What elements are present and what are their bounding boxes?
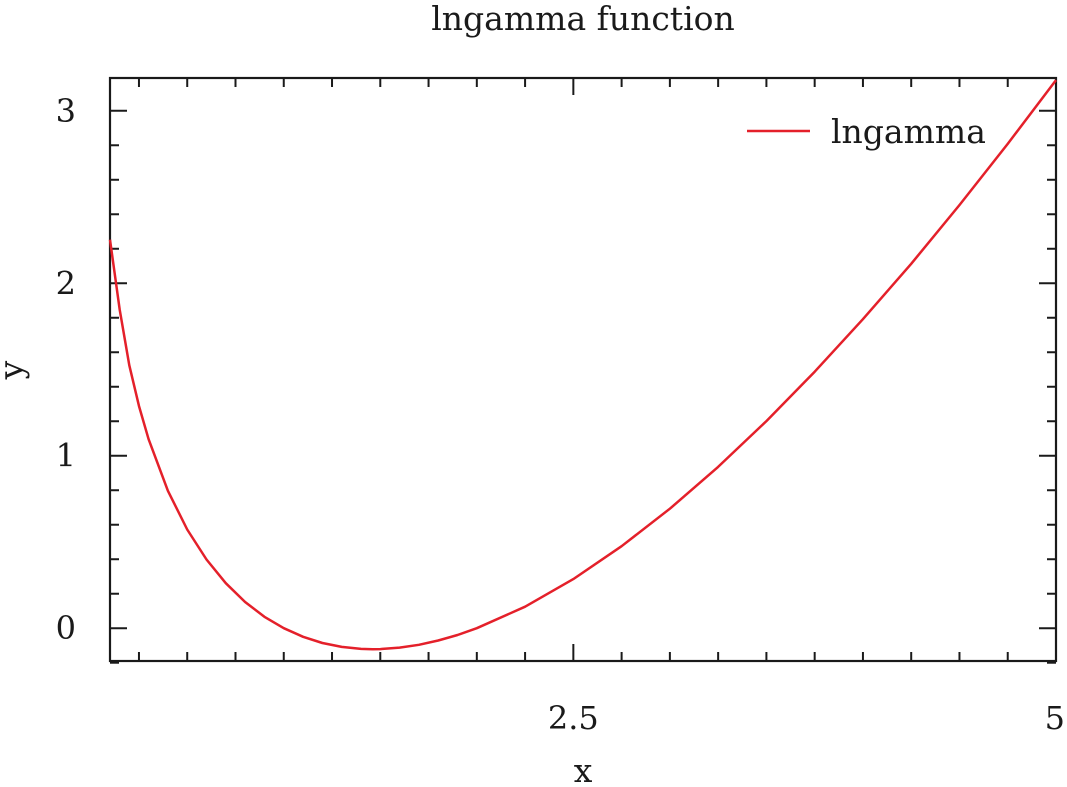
series-line-lngamma [108, 79, 1057, 651]
axis-ticks [110, 78, 1057, 664]
y-axis-label: y [0, 360, 30, 380]
legend: lngamma [747, 112, 986, 151]
y-tick-label: 1 [56, 437, 76, 475]
x-tick-labels: 2.5 5 [548, 699, 1065, 737]
series-layer [108, 79, 1057, 651]
y-tick-label: 0 [56, 609, 76, 647]
x-axis-label: x [574, 751, 593, 787]
y-tick-labels: 0 1 2 3 [56, 92, 76, 647]
legend-label-lngamma: lngamma [831, 112, 986, 151]
x-tick-label: 5 [1045, 699, 1065, 737]
y-tick-label: 3 [56, 92, 76, 130]
plot-frame [108, 76, 1058, 663]
y-tick-label: 2 [56, 264, 76, 302]
chart-title: lngamma function [431, 0, 735, 38]
x-tick-label: 2.5 [548, 699, 599, 737]
